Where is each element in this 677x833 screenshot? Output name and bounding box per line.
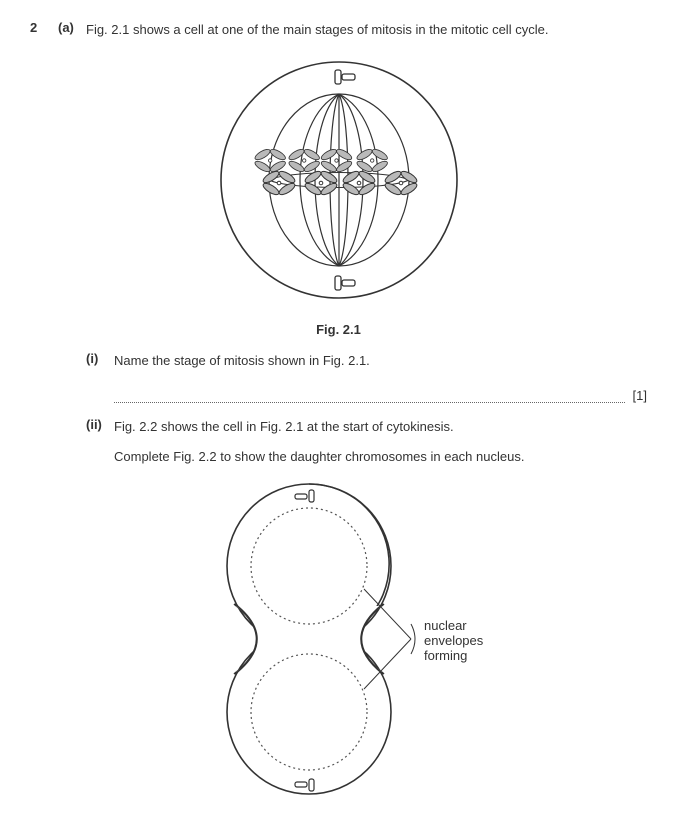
fig22-label-line1: nuclear [424, 618, 467, 633]
fig22-label-line3: forming [424, 648, 467, 663]
part-a-intro: Fig. 2.1 shows a cell at one of the main… [86, 20, 647, 40]
answer-dotted-line[interactable] [114, 390, 625, 403]
sub-i-label: (i) [86, 351, 114, 371]
sub-i-row: (i) Name the stage of mitosis shown in F… [86, 351, 647, 371]
sub-ii-label: (ii) [86, 417, 114, 466]
sub-ii-line2: Complete Fig. 2.2 to show the daughter c… [114, 447, 647, 467]
sub-ii-line1: Fig. 2.2 shows the cell in Fig. 2.1 at t… [114, 417, 647, 437]
question-header: 2 (a) Fig. 2.1 shows a cell at one of th… [30, 20, 647, 40]
figure-2-1-caption: Fig. 2.1 [30, 322, 647, 337]
sub-ii-row: (ii) Fig. 2.2 shows the cell in Fig. 2.1… [86, 417, 647, 466]
answer-line-i: [1] [114, 388, 647, 403]
figure-2-2: nuclear envelopes forming [30, 474, 647, 807]
cytokinesis-diagram: nuclear envelopes forming [159, 474, 519, 804]
figure-2-1-chromosome-overlay [30, 53, 647, 316]
question-number: 2 [30, 20, 58, 40]
marks-i: [1] [625, 388, 647, 403]
sub-i-text: Name the stage of mitosis shown in Fig. … [114, 351, 647, 371]
part-label-a: (a) [58, 20, 86, 40]
fig22-label-line2: envelopes [424, 633, 484, 648]
